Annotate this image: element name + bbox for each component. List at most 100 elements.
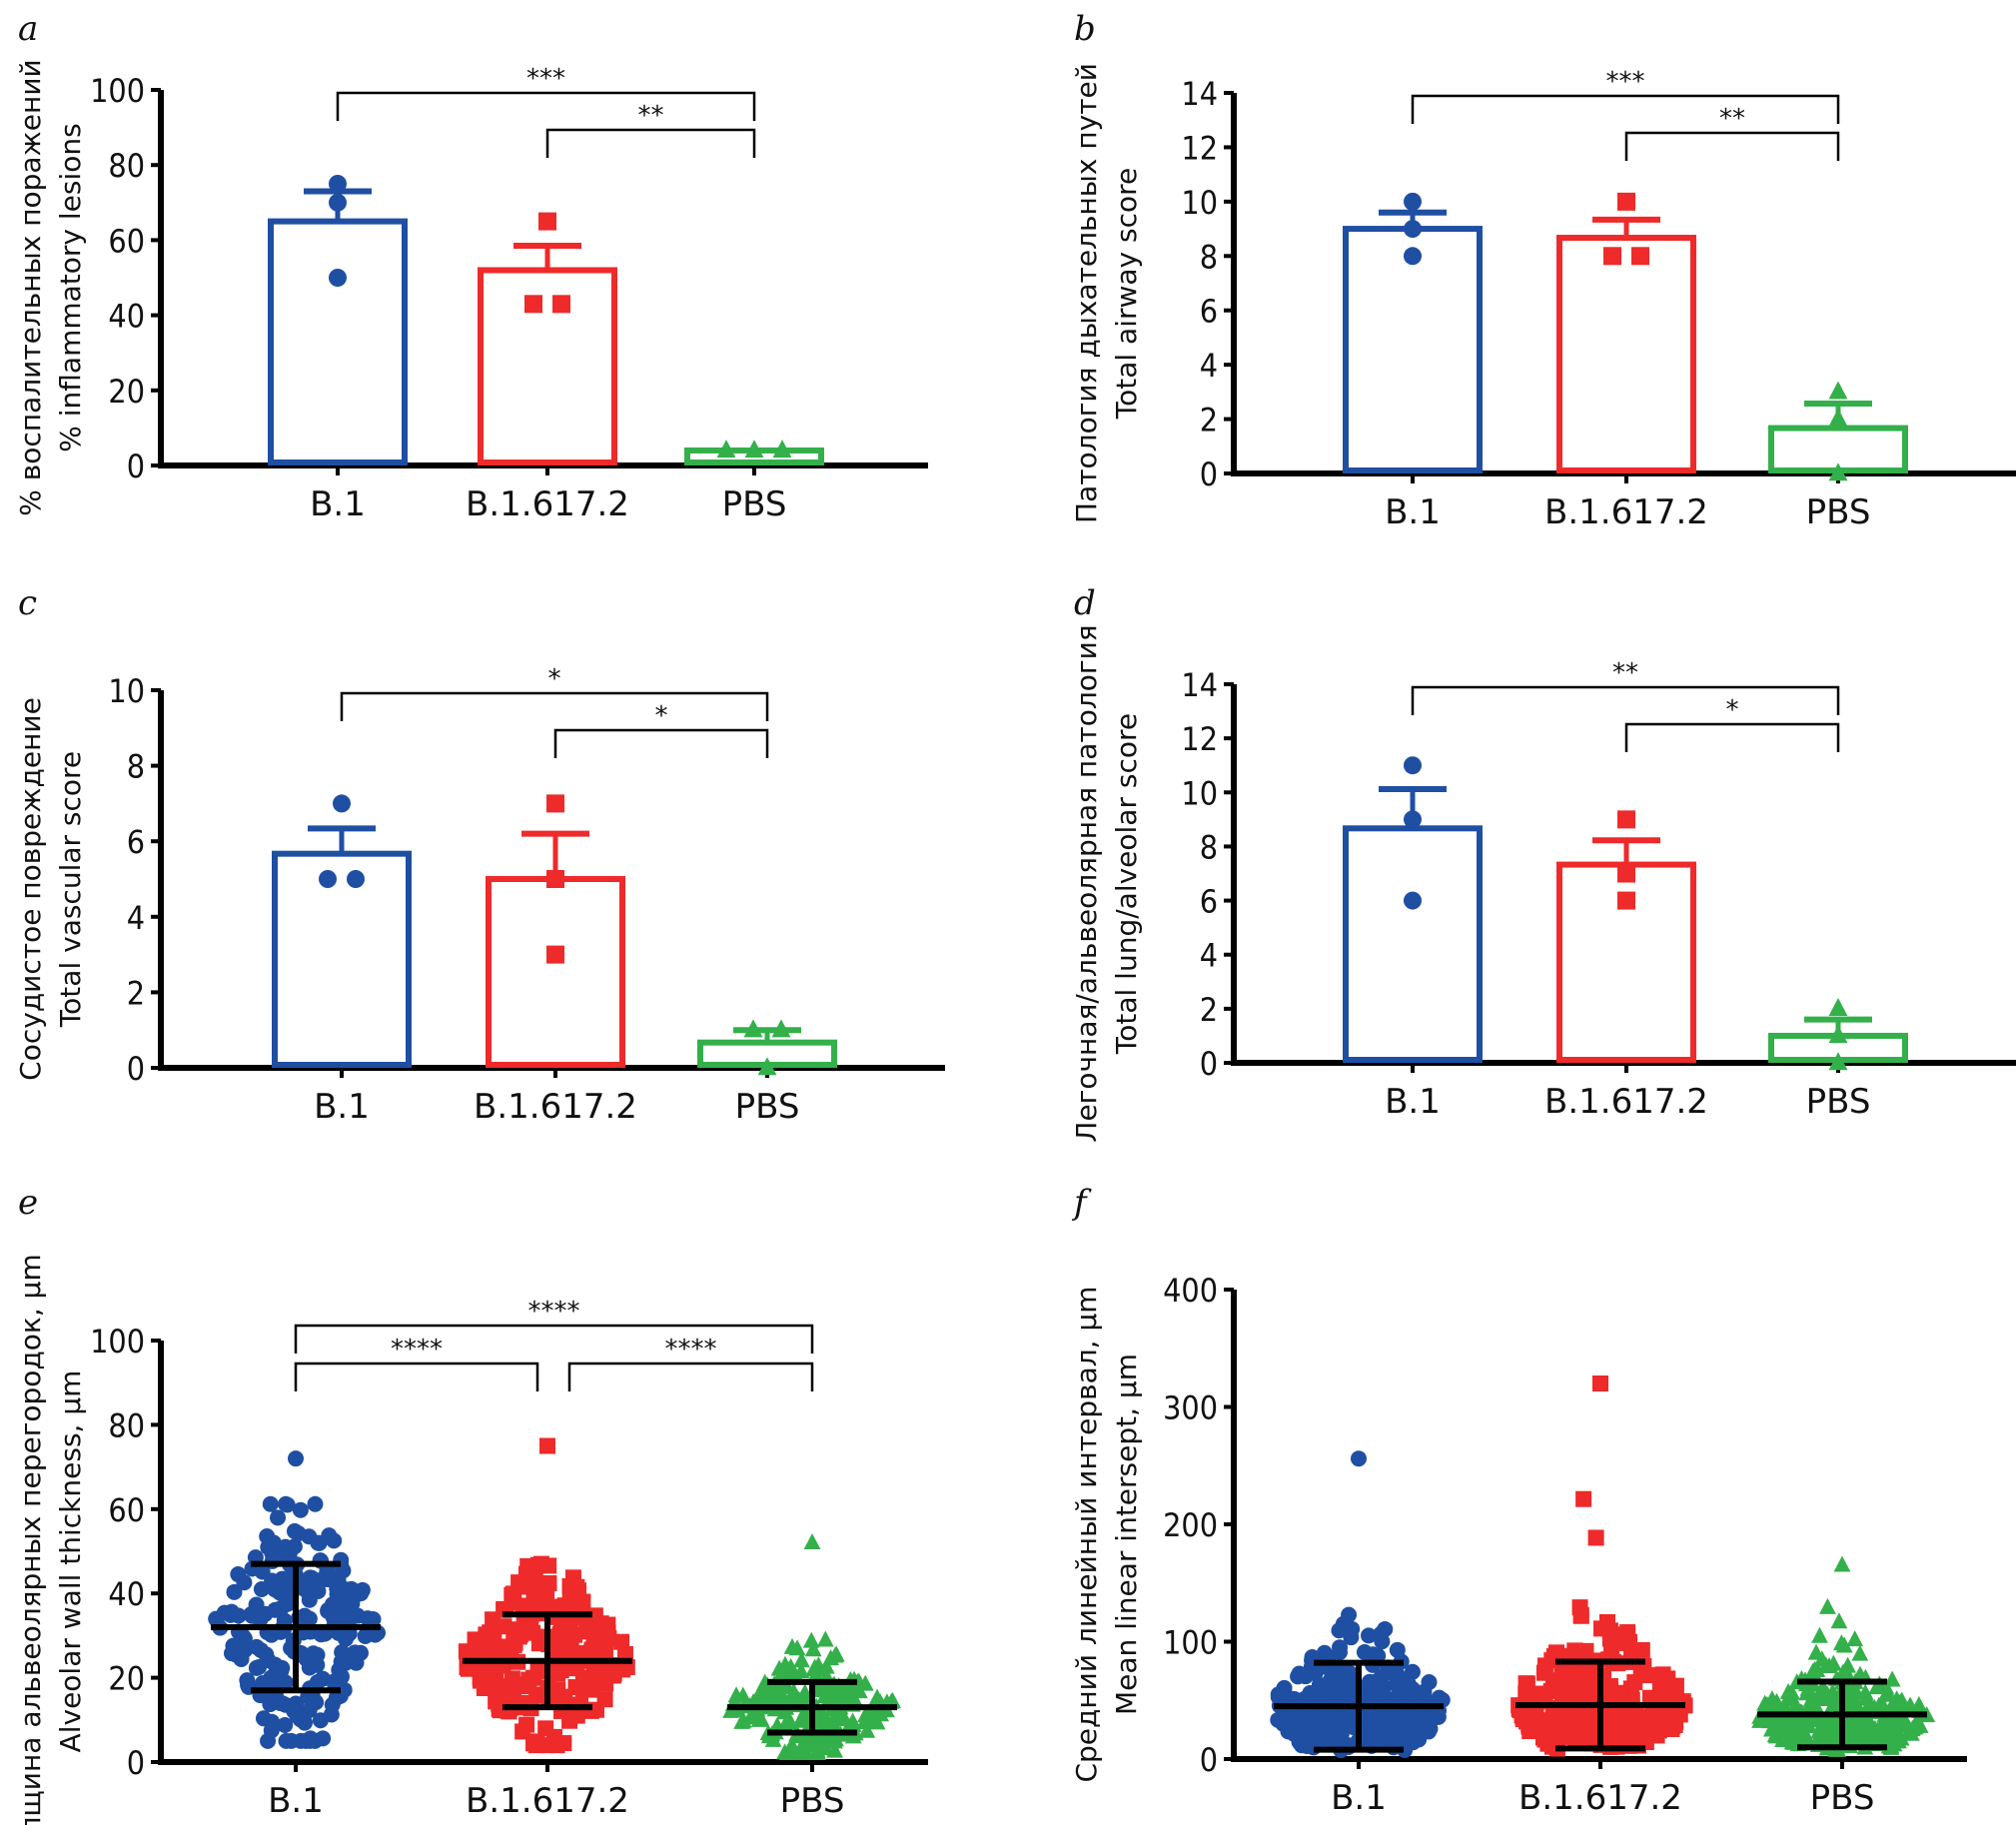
data-point bbox=[467, 1631, 484, 1648]
data-point bbox=[1404, 220, 1422, 239]
data-point bbox=[783, 1637, 801, 1654]
data-point bbox=[1819, 1719, 1837, 1736]
significance-bracket bbox=[1411, 94, 1840, 124]
data-point bbox=[538, 212, 556, 231]
y-tick-label: 14 bbox=[1181, 666, 1218, 704]
data-point bbox=[792, 1662, 810, 1679]
panel-letter: d bbox=[1074, 583, 1096, 623]
y-tick-label: 0 bbox=[1200, 1741, 1218, 1779]
data-point bbox=[1521, 1723, 1538, 1740]
data-point bbox=[802, 1631, 820, 1648]
y-axis-label: Mean linear intersept, μm bbox=[1110, 1354, 1143, 1715]
y-tick-label: 14 bbox=[1181, 75, 1218, 113]
x-tick-label: PBS bbox=[1806, 492, 1871, 532]
panel-letter: c bbox=[18, 583, 37, 623]
data-point bbox=[1572, 1607, 1589, 1624]
y-axis-label: Толщина альвеолярных перегородок, μm bbox=[14, 1254, 47, 1825]
bar-B.1.617.2 bbox=[486, 876, 625, 1068]
data-point bbox=[1866, 1719, 1884, 1736]
data-point bbox=[301, 1702, 318, 1719]
x-tick-label: B.1.617.2 bbox=[474, 1087, 637, 1127]
significance-label: *** bbox=[526, 64, 565, 94]
panel-e: e Толщина альвеолярных перегородок, μm Alv… bbox=[14, 1183, 928, 1825]
data-point bbox=[1908, 1714, 1925, 1731]
y-tick-label: 2 bbox=[1200, 402, 1218, 440]
bar-B.1.617.2 bbox=[478, 267, 617, 466]
data-point bbox=[1623, 1645, 1640, 1662]
data-point bbox=[273, 1599, 290, 1616]
data-point bbox=[1763, 1690, 1781, 1707]
data-point bbox=[314, 1670, 331, 1687]
data-point bbox=[1768, 1727, 1785, 1744]
y-tick-label: 200 bbox=[1163, 1506, 1218, 1544]
data-point bbox=[1843, 1676, 1861, 1693]
bar-B.1 bbox=[1343, 825, 1483, 1063]
data-point bbox=[307, 1495, 324, 1512]
significance-label: **** bbox=[665, 1335, 717, 1365]
data-point bbox=[527, 1737, 544, 1754]
significance-label: * bbox=[548, 664, 561, 694]
significance-bracket bbox=[336, 91, 756, 121]
data-point bbox=[1617, 1684, 1634, 1701]
y-tick-label: 4 bbox=[127, 899, 145, 937]
data-point bbox=[1331, 1644, 1348, 1661]
data-point bbox=[1798, 1714, 1816, 1731]
data-point bbox=[1380, 1729, 1397, 1746]
x-tick-label: B.1.617.2 bbox=[466, 484, 629, 524]
data-point bbox=[1270, 1688, 1287, 1705]
data-point bbox=[1617, 192, 1635, 211]
data-point bbox=[1782, 1720, 1800, 1737]
data-point bbox=[305, 1645, 322, 1662]
y-tick-label: 60 bbox=[108, 222, 145, 260]
data-point bbox=[809, 1656, 827, 1673]
data-point bbox=[524, 1624, 541, 1641]
data-point bbox=[476, 1679, 493, 1696]
y-axis-label: Средний линейный интервал, μm bbox=[1070, 1286, 1103, 1782]
bar-B.1.617.2 bbox=[1556, 235, 1696, 473]
y-axis-label: Total lung/alveolar score bbox=[1110, 713, 1143, 1055]
data-point bbox=[312, 1712, 329, 1729]
data-point bbox=[775, 1690, 793, 1707]
significance-label: * bbox=[655, 701, 668, 731]
data-point bbox=[566, 1626, 583, 1643]
data-point bbox=[333, 1653, 350, 1670]
data-point bbox=[1555, 1669, 1572, 1686]
data-point bbox=[1405, 1681, 1422, 1698]
data-point bbox=[264, 1544, 281, 1561]
significance-bracket bbox=[294, 1362, 539, 1391]
data-point bbox=[744, 440, 764, 458]
x-tick-label: B.1.617.2 bbox=[1544, 492, 1708, 532]
data-point bbox=[255, 1710, 272, 1727]
y-tick-label: 10 bbox=[1181, 774, 1218, 812]
data-point bbox=[1806, 1698, 1824, 1715]
significance-bracket bbox=[567, 1362, 814, 1391]
data-point bbox=[1810, 1722, 1828, 1739]
data-point bbox=[613, 1633, 630, 1650]
data-point bbox=[319, 1562, 336, 1579]
data-point bbox=[1851, 1644, 1869, 1661]
bar-B.1 bbox=[1343, 226, 1483, 473]
y-tick-label: 60 bbox=[108, 1491, 145, 1529]
data-point bbox=[1342, 1665, 1359, 1682]
data-point bbox=[596, 1691, 613, 1708]
y-axis-label: % воспалительных поражений bbox=[14, 59, 47, 515]
significance-label: *** bbox=[1606, 67, 1645, 97]
data-point bbox=[1574, 1679, 1591, 1696]
data-point bbox=[1823, 1710, 1841, 1727]
data-point bbox=[1828, 1052, 1848, 1071]
y-tick-label: 10 bbox=[108, 672, 145, 710]
data-point bbox=[1804, 1662, 1821, 1679]
data-point bbox=[1663, 1721, 1680, 1738]
data-point bbox=[319, 870, 337, 888]
data-point bbox=[1828, 998, 1848, 1017]
data-point bbox=[772, 440, 792, 458]
data-point bbox=[1587, 1529, 1604, 1546]
data-point bbox=[1318, 1733, 1335, 1750]
data-point bbox=[1846, 1630, 1864, 1647]
data-point bbox=[545, 1728, 562, 1745]
data-point bbox=[1388, 1676, 1405, 1693]
y-tick-label: 100 bbox=[90, 72, 145, 110]
data-point bbox=[1326, 1674, 1343, 1691]
data-point bbox=[297, 1714, 314, 1731]
